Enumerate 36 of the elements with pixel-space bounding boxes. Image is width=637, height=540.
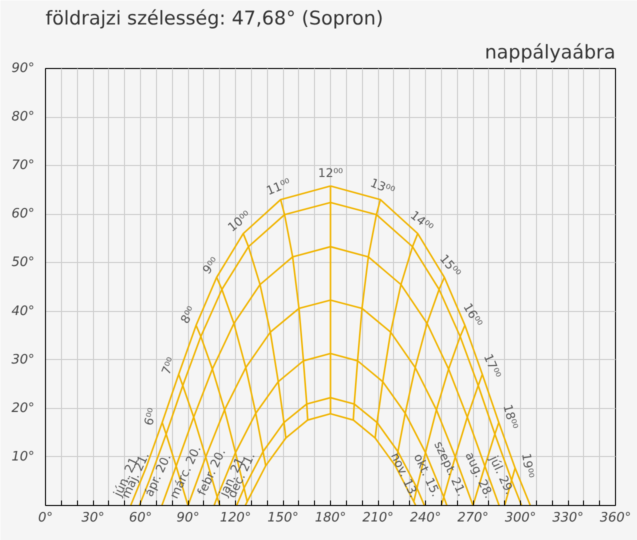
- text: 17⁰⁰: [481, 352, 504, 380]
- text: 19⁰⁰: [519, 452, 537, 480]
- text: 13⁰⁰: [368, 176, 397, 198]
- text: 8⁰⁰: [178, 304, 199, 326]
- text: 18⁰⁰: [500, 402, 521, 431]
- x-tick-label: 240°: [410, 510, 442, 526]
- x-tick-label: 0°: [38, 510, 53, 526]
- text: 15⁰⁰: [436, 252, 464, 280]
- y-tick-label: 40°: [11, 304, 35, 319]
- text: 14⁰⁰: [408, 208, 436, 235]
- x-tick-label: 300°: [504, 510, 536, 526]
- text: 7⁰⁰: [158, 355, 179, 377]
- x-tick-label: 360°: [600, 510, 632, 526]
- text: 6⁰⁰: [141, 406, 160, 428]
- x-tick-label: 270°: [457, 510, 489, 526]
- text: 9⁰⁰: [200, 254, 222, 277]
- y-tick-label: 80°: [11, 110, 35, 125]
- y-tick-label: 60°: [11, 206, 35, 222]
- series-label: 12⁰⁰: [318, 166, 344, 180]
- y-tick-label: 30°: [11, 352, 35, 368]
- x-tick-label: 90°: [176, 510, 200, 526]
- chart-title: földrajzi szélesség: 47,68° (Sopron): [46, 8, 384, 30]
- y-tick-label: 20°: [11, 400, 35, 416]
- chart-subtitle: nappályaábra: [484, 42, 616, 64]
- y-tick-label: 70°: [11, 158, 35, 174]
- x-tick-label: 180°: [314, 510, 346, 526]
- x-tick-label: 210°: [362, 510, 394, 526]
- y-tick-label: 50°: [11, 255, 35, 270]
- x-tick-label: 330°: [552, 510, 584, 526]
- y-tick-label: 90°: [11, 61, 35, 76]
- x-tick-label: 30°: [81, 510, 105, 526]
- x-tick-label: 150°: [267, 510, 299, 526]
- x-tick-label: 120°: [220, 510, 252, 526]
- text: 11⁰⁰: [264, 176, 293, 198]
- x-tick-label: 60°: [128, 510, 152, 526]
- y-tick-label: 10°: [11, 449, 35, 464]
